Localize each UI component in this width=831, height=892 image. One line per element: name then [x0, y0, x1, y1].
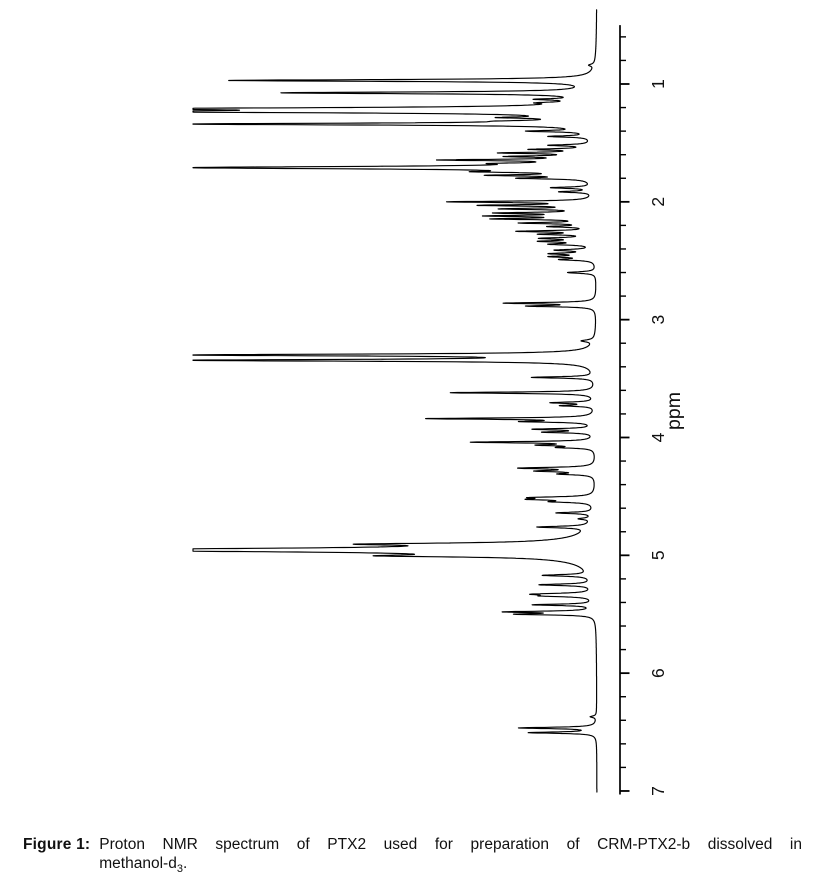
caption-text: Proton NMR spectrum of PTX2 used for pre…	[99, 835, 802, 879]
nmr-spectrum-figure: 1 2 3 4 5 6 7 ppm	[192, 9, 685, 796]
ppm-axis-tick-label: 1	[648, 79, 668, 89]
figure-label: Figure 1:	[23, 836, 91, 853]
figure-caption: Figure 1: Proton NMR spectrum of PTX2 us…	[23, 835, 802, 879]
spectrum-trace	[192, 9, 598, 793]
ppm-axis-tick-label: 2	[648, 197, 668, 207]
ppm-axis-title: ppm	[663, 392, 685, 430]
spectrum-trace-group	[192, 9, 598, 793]
caption-line2: methanol-d3.	[99, 854, 802, 879]
nmr-spectrum-canvas: 1 2 3 4 5 6 7 ppm	[192, 9, 685, 796]
caption-line2-subscript: 3	[176, 863, 183, 876]
ppm-axis-tick-label: 3	[648, 315, 668, 325]
ppm-axis-tick-label: 7	[648, 786, 668, 796]
ppm-axis: 1 2 3 4 5 6 7 ppm	[619, 25, 685, 796]
caption-line2-base: methanol-d	[99, 855, 177, 872]
ppm-axis-tick-label: 4	[648, 432, 668, 442]
caption-line1: Proton NMR spectrum of PTX2 used for pre…	[99, 836, 802, 853]
ppm-axis-tick-label: 6	[648, 668, 668, 678]
ppm-axis-tick-label: 5	[648, 550, 668, 560]
caption-line2-period: .	[182, 855, 188, 872]
